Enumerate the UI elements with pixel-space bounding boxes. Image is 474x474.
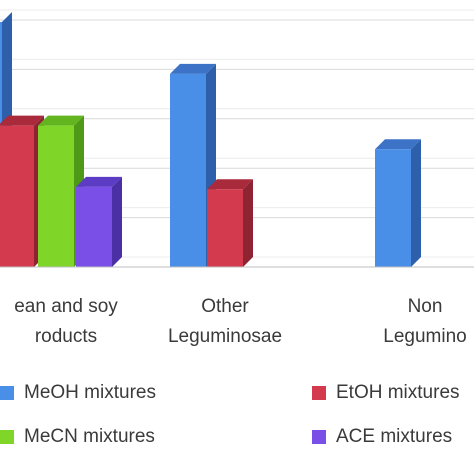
legend-label-mecn: MeCN mixtures (24, 426, 155, 447)
bar-etoh-cat1-top (207, 179, 253, 190)
category-label-non-leguminosae: Non Legumino (383, 296, 467, 347)
legend-item-ace: ACE mixtures (312, 426, 452, 448)
bar-etoh-cat1-side (243, 179, 253, 267)
bar-meoh-cat2-top (375, 139, 421, 150)
bar-etoh-cat0 (0, 125, 34, 268)
category-label-other-leguminosae: Other Leguminosae (167, 296, 283, 347)
bar-meoh-cat1 (170, 73, 206, 267)
category-label-soy: ean and soy roducts (14, 296, 118, 347)
legend-item-mecn: MeCN mixtures (0, 426, 155, 448)
legend-label-ace: ACE mixtures (336, 426, 453, 447)
bar-ace-cat0 (76, 186, 112, 267)
legend-label-etoh: EtOH mixtures (336, 382, 460, 403)
legend-swatch-ace (312, 430, 326, 444)
bar-meoh-cat2-side (411, 139, 421, 267)
bar-meoh-cat2 (375, 149, 411, 267)
legend-swatch-meoh (0, 386, 14, 400)
legend-label-meoh: MeOH mixtures (24, 382, 156, 403)
bar-etoh-cat0-top (0, 115, 44, 126)
bar-mecn-cat0 (38, 125, 74, 268)
legend-swatch-etoh (312, 386, 326, 400)
legend-item-meoh: MeOH mixtures (0, 382, 156, 404)
bar-ace-cat0-side (112, 176, 122, 267)
legend-swatch-mecn (0, 430, 14, 444)
bar-etoh-cat1 (207, 189, 243, 267)
legend-item-etoh: EtOH mixtures (312, 382, 460, 404)
bar-ace-cat0-top (76, 176, 122, 187)
bar-meoh-cat1-top (170, 63, 216, 74)
bar-mecn-cat0-top (38, 115, 84, 126)
